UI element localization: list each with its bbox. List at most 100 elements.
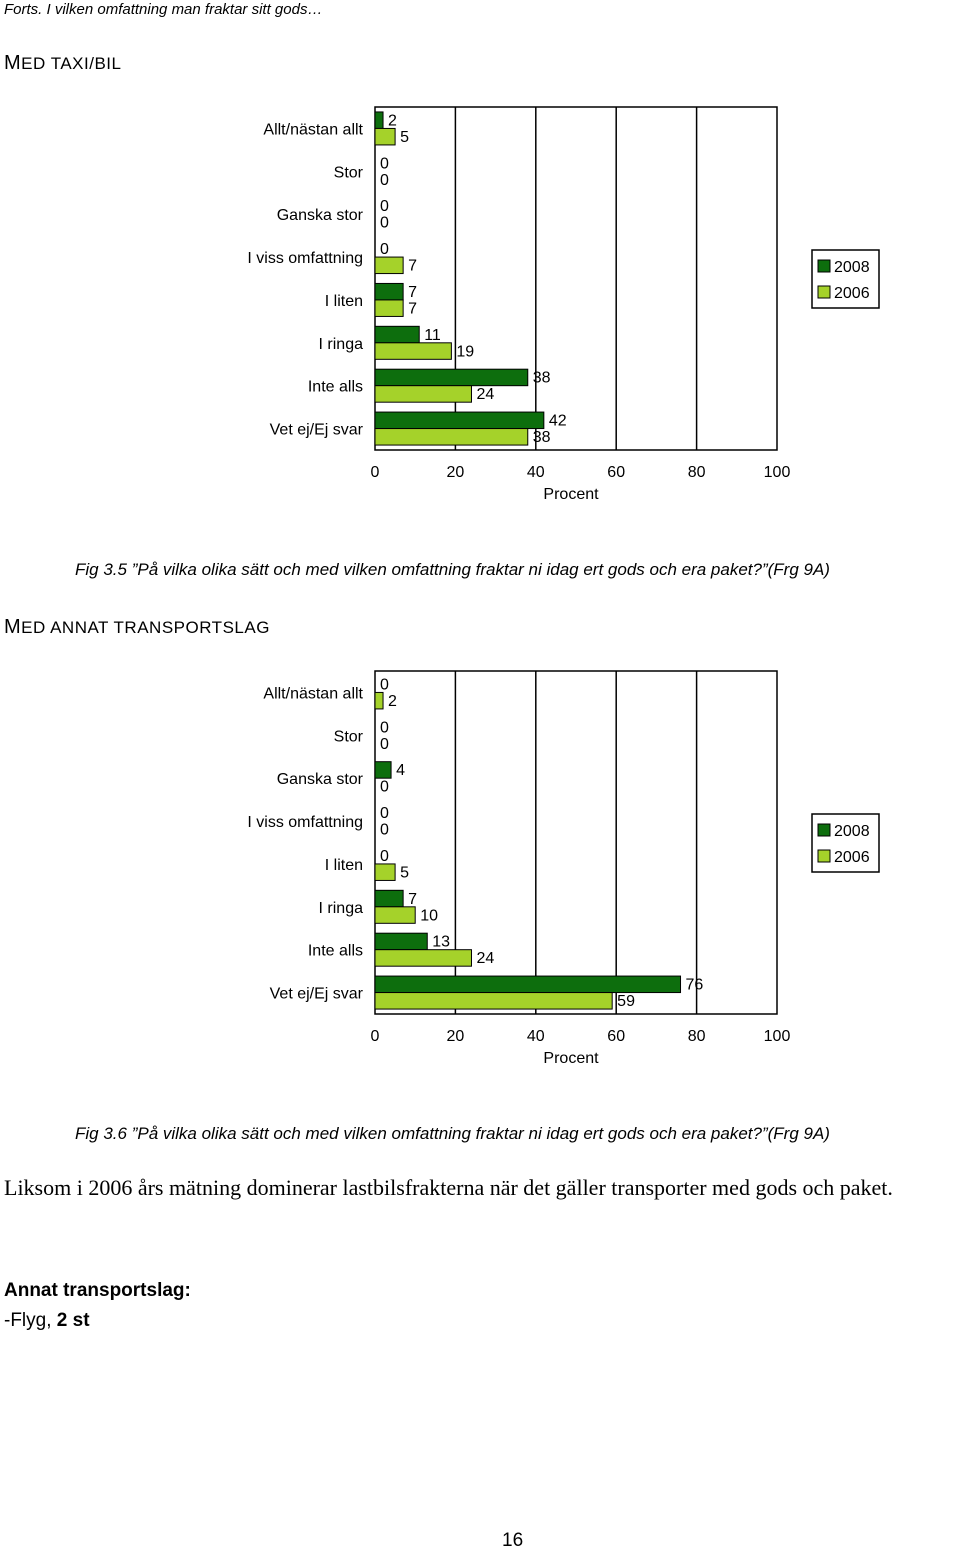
x-tick-label: 80 [688, 464, 706, 481]
x-tick-label: 0 [371, 464, 380, 481]
category-label-inte-alls: Inte alls [308, 943, 363, 960]
category-label-inte-alls: Inte alls [308, 379, 363, 396]
data-label-2008-i-ringa: 7 [408, 891, 417, 908]
x-axis-label: Procent [543, 486, 599, 503]
data-label-2008-i-liten: 0 [380, 848, 389, 865]
data-label-2006-inte-alls: 24 [476, 386, 494, 403]
annat-list-item: -Flyg, 2 st [4, 1310, 90, 1332]
chart-taxi-bil: 0 20 40 60 80 100 Procent Allt/nästan allt 25 Sto… [247, 106, 880, 503]
bar-2008-i-ringa [374, 325, 420, 344]
category-label-ganska-stor: Ganska stor [277, 207, 364, 224]
legend-swatch-2006 [817, 849, 831, 863]
section-rest: ED TAXI/BIL [21, 54, 122, 73]
annat-transportslag-label: Annat transportslag: [4, 1280, 191, 1301]
section-rest: ED ANNAT TRANSPORTSLAG [21, 618, 270, 637]
data-label-2008-i-viss-omfattning: 0 [380, 241, 389, 258]
bar-2006-i-viss-omfattning [374, 256, 404, 275]
data-label-2008-stor: 0 [380, 155, 389, 172]
data-label-2008-vet-ej-ej-svar: 76 [686, 977, 704, 994]
data-label-2008-inte-alls: 13 [432, 934, 450, 951]
category-label-allt-nästan-allt: Allt/nästan allt [263, 685, 363, 702]
data-label-2006-allt-nästan-allt: 5 [400, 129, 409, 146]
data-label-2008-allt-nästan-allt: 0 [380, 676, 389, 693]
x-tick-label: 40 [527, 1028, 545, 1045]
data-label-2008-i-ringa: 11 [424, 327, 441, 344]
bar-2008-inte-alls [374, 932, 428, 951]
bar-2006-vet-ej-ej-svar [374, 428, 529, 446]
category-label-vet-ej-ej-svar: Vet ej/Ej svar [270, 422, 364, 439]
data-label-2006-stor: 0 [380, 736, 389, 753]
category-label-stor: Stor [334, 728, 364, 745]
x-axis-label: Procent [543, 1050, 599, 1067]
legend-swatch-2008 [817, 823, 831, 837]
section-heading-taxi: MED TAXI/BIL [4, 52, 121, 75]
legend-label-2008: 2008 [834, 823, 870, 840]
category-label-i-ringa: I ringa [319, 336, 364, 353]
section-initial: M [4, 52, 22, 74]
legend-swatch-2006 [817, 285, 831, 299]
x-tick-label: 60 [607, 464, 625, 481]
data-label-2008-vet-ej-ej-svar: 42 [549, 413, 567, 430]
figure-caption-3-5: Fig 3.5 ”På vilka olika sätt och med vil… [75, 560, 830, 579]
data-label-2008-i-liten: 7 [408, 284, 417, 301]
data-label-2006-i-viss-omfattning: 7 [408, 258, 417, 275]
data-label-2008-stor: 0 [380, 719, 389, 736]
section-initial: M [4, 616, 22, 638]
data-label-2006-vet-ej-ej-svar: 38 [533, 429, 551, 446]
list-item-count: 2 st [56, 1310, 90, 1331]
data-label-2006-ganska-stor: 0 [380, 215, 389, 232]
data-label-2008-i-viss-omfattning: 0 [380, 805, 389, 822]
x-tick-label: 0 [371, 1028, 380, 1045]
bar-2006-allt-nästan-allt [374, 127, 396, 146]
bar-2006-i-liten [374, 863, 396, 881]
bar-2006-allt-nästan-allt [374, 691, 384, 710]
legend-label-2006: 2006 [834, 849, 870, 866]
legend-swatch-2008 [817, 259, 831, 273]
category-label-i-liten: I liten [325, 857, 363, 874]
data-label-2008-ganska-stor: 0 [380, 198, 389, 215]
x-tick-label: 20 [447, 464, 465, 481]
bar-2006-inte-alls [374, 949, 472, 967]
bar-2006-vet-ej-ej-svar [374, 992, 613, 1010]
bar-2006-i-ringa [374, 906, 416, 924]
legend-label-2006: 2006 [834, 285, 870, 302]
page-number: 16 [502, 1530, 524, 1551]
bar-2008-i-ringa [374, 889, 404, 908]
category-label-i-liten: I liten [325, 293, 363, 310]
bar-2008-inte-alls [374, 368, 529, 387]
data-label-2006-i-viss-omfattning: 0 [380, 822, 389, 839]
data-label-2006-allt-nästan-allt: 2 [388, 693, 397, 710]
bar-2008-ganska-stor [374, 761, 392, 779]
x-tick-label: 80 [688, 1028, 706, 1045]
category-label-stor: Stor [334, 164, 364, 181]
data-label-2008-ganska-stor: 4 [396, 762, 405, 779]
data-label-2006-i-liten: 5 [400, 864, 409, 881]
bar-2006-i-ringa [374, 342, 452, 360]
bar-2006-i-liten [374, 299, 404, 317]
data-label-2006-i-liten: 7 [408, 300, 417, 317]
data-label-2006-ganska-stor: 0 [380, 779, 389, 796]
bar-2008-vet-ej-ej-svar [374, 411, 545, 430]
category-label-allt-nästan-allt: Allt/nästan allt [263, 121, 363, 138]
data-label-2006-vet-ej-ej-svar: 59 [617, 993, 635, 1010]
category-label-vet-ej-ej-svar: Vet ej/Ej svar [270, 986, 364, 1003]
bar-2008-vet-ej-ej-svar [374, 975, 682, 994]
bar-2006-inte-alls [374, 385, 472, 403]
section-heading-annat: MED ANNAT TRANSPORTSLAG [4, 616, 270, 639]
category-label-i-viss-omfattning: I viss omfattning [247, 250, 363, 267]
x-tick-label: 60 [607, 1028, 625, 1045]
data-label-2008-inte-alls: 38 [533, 370, 551, 387]
x-tick-label: 40 [527, 464, 545, 481]
data-label-2006-stor: 0 [380, 172, 389, 189]
data-label-2006-i-ringa: 10 [420, 907, 438, 924]
legend-label-2008: 2008 [834, 259, 870, 276]
category-label-i-viss-omfattning: I viss omfattning [247, 814, 363, 831]
list-item-text: -Flyg, [4, 1310, 57, 1331]
category-label-ganska-stor: Ganska stor [277, 771, 364, 788]
figure-caption-3-6: Fig 3.6 ”På vilka olika sätt och med vil… [75, 1124, 830, 1143]
bar-2008-allt-nästan-allt [374, 111, 384, 129]
data-label-2006-i-ringa: 19 [456, 343, 474, 360]
x-tick-label: 100 [764, 1028, 791, 1045]
page-header: Forts. I vilken omfattning man fraktar s… [4, 1, 323, 18]
